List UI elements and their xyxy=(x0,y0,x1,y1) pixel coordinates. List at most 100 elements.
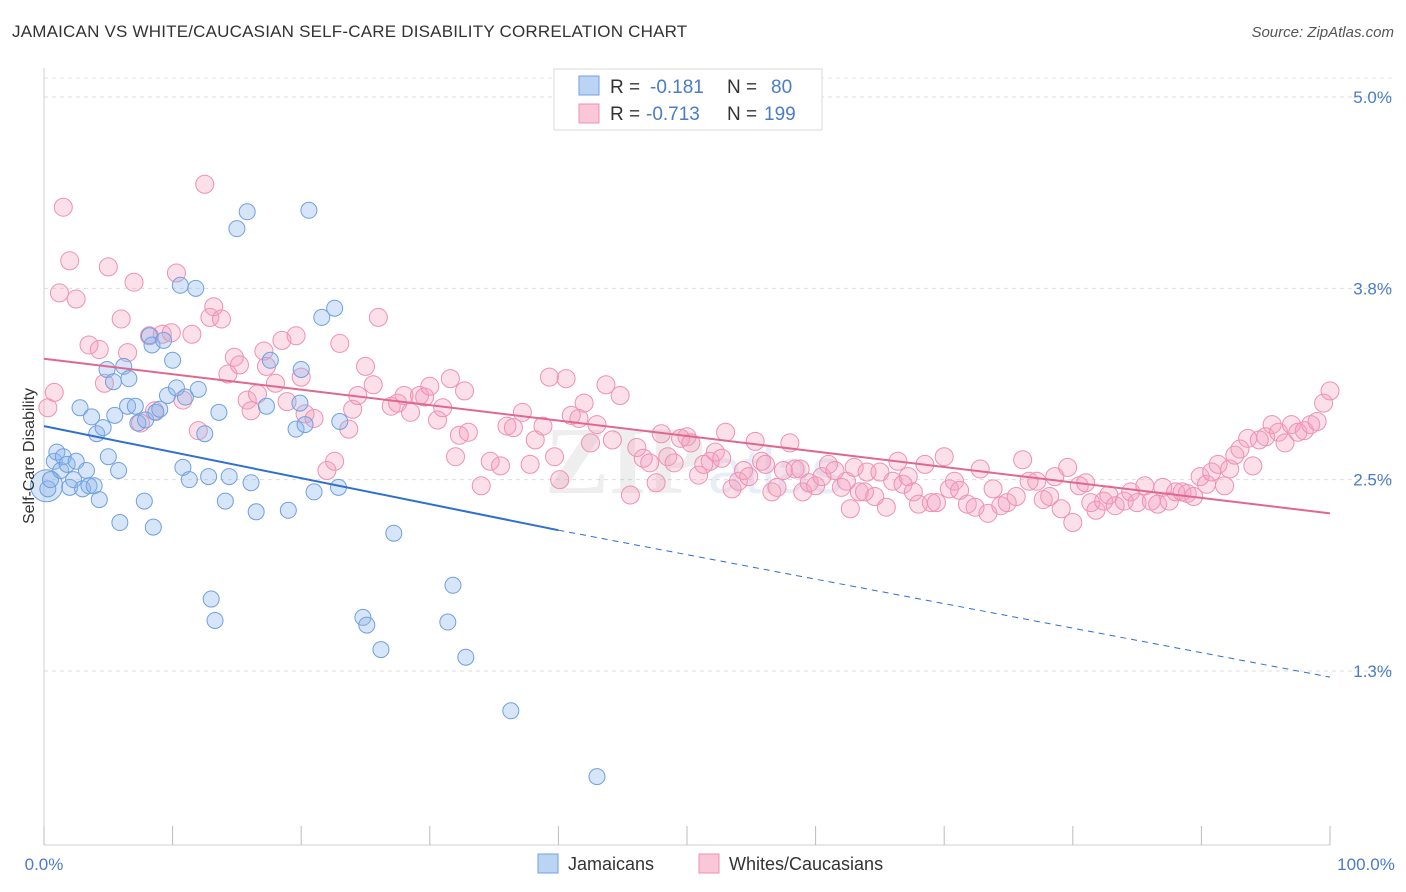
whites-point xyxy=(745,431,765,451)
legend-n-value-jamaicans: 80 xyxy=(771,77,792,98)
whites-point xyxy=(854,482,874,502)
jamaicans-point xyxy=(164,351,182,369)
whites-point xyxy=(1215,476,1235,496)
whites-point xyxy=(124,272,144,292)
whites-point xyxy=(620,485,640,505)
whites-point xyxy=(752,451,772,471)
whites-point xyxy=(722,479,742,499)
whites-point xyxy=(610,385,630,405)
whites-point xyxy=(49,283,69,303)
jamaicans-point xyxy=(202,590,220,608)
whites-point xyxy=(1314,393,1334,413)
legend-n-label-1: N = xyxy=(727,77,757,98)
whites-point xyxy=(1121,482,1141,502)
whites-point xyxy=(1094,491,1114,511)
whites-point xyxy=(272,330,292,350)
jamaicans-point xyxy=(71,399,89,417)
jamaicans-point xyxy=(385,524,403,542)
jamaicans-point xyxy=(358,616,376,634)
jamaicans-point xyxy=(180,471,198,489)
whites-point xyxy=(550,470,570,490)
jamaicans-point xyxy=(313,308,331,326)
whites-point xyxy=(646,473,666,493)
whites-point xyxy=(903,482,923,502)
y-tick-label-0: 5.0% xyxy=(1353,88,1392,107)
whites-point xyxy=(1127,493,1147,513)
whites-point xyxy=(79,335,99,355)
whites-point xyxy=(368,307,388,327)
jamaicans-point xyxy=(247,503,265,521)
jamaicans-point xyxy=(291,394,309,412)
jamaicans-point xyxy=(502,702,520,720)
jamaicans-point xyxy=(110,461,128,479)
whites-point xyxy=(1058,457,1078,477)
whites-point xyxy=(229,355,249,375)
whites-point xyxy=(640,453,660,473)
whites-point xyxy=(876,497,896,517)
whites-point xyxy=(89,340,109,360)
whites-point xyxy=(898,467,918,487)
jamaicans-point xyxy=(200,468,218,486)
jamaicans-point xyxy=(326,299,344,317)
x-max-label: 100.0% xyxy=(1337,855,1395,874)
jamaicans-point xyxy=(220,468,238,486)
whites-point xyxy=(1051,499,1071,519)
jamaicans-point xyxy=(189,380,207,398)
legend-jamaicans-swatch xyxy=(578,75,600,96)
whites-point xyxy=(1063,513,1083,533)
whites-point xyxy=(254,341,274,361)
whites-point xyxy=(277,392,297,412)
whites-point xyxy=(1230,439,1250,459)
jamaicans-point xyxy=(126,397,144,415)
chart-title: JAMAICAN VS WHITE/CAUCASIAN SELF-CARE DI… xyxy=(12,22,688,41)
jamaicans-points xyxy=(30,201,606,786)
whites-point xyxy=(480,451,500,471)
jamaicans-point xyxy=(80,477,98,495)
whites-point xyxy=(520,454,540,474)
bottom-legend-jamaicans-label: Jamaicans xyxy=(568,854,654,874)
whites-point xyxy=(831,477,851,497)
whites-point xyxy=(1190,467,1210,487)
jamaicans-point xyxy=(287,420,305,438)
whites-point xyxy=(455,381,475,401)
whites-point xyxy=(356,356,375,376)
whites-point xyxy=(970,459,990,479)
whites-point xyxy=(957,494,977,514)
jamaicans-trendline xyxy=(43,425,559,532)
x-min-label: 0.0% xyxy=(25,855,64,874)
whites-point xyxy=(1225,445,1245,465)
whites-point xyxy=(1027,471,1047,491)
jamaicans-point xyxy=(106,406,124,424)
whites-point xyxy=(111,309,131,329)
whites-point xyxy=(602,430,622,450)
jamaicans-point xyxy=(104,373,122,391)
whites-point xyxy=(921,493,941,513)
jamaicans-point xyxy=(439,613,457,631)
whites-point xyxy=(1006,487,1026,507)
jamaicans-point xyxy=(155,331,173,349)
whites-point xyxy=(211,309,231,329)
whites-trendline xyxy=(43,357,1331,515)
jamaicans-point xyxy=(331,413,349,431)
jamaicans-point xyxy=(167,379,185,397)
whites-point xyxy=(712,448,732,468)
jamaicans-point xyxy=(83,408,101,426)
whites-point xyxy=(325,451,345,471)
whites-point xyxy=(1202,462,1222,482)
jamaicans-point xyxy=(300,201,318,219)
jamaicans-point xyxy=(54,448,72,466)
grid-lines xyxy=(44,77,1392,672)
jamaicans-point xyxy=(77,461,95,479)
jamaicans-point xyxy=(176,388,194,406)
whites-point xyxy=(1262,415,1282,435)
whites-point xyxy=(883,471,903,491)
whites-point xyxy=(716,422,736,442)
whites-points xyxy=(38,174,1340,533)
jamaicans-point xyxy=(457,648,475,666)
whites-point xyxy=(844,457,864,477)
jamaicans-point xyxy=(99,448,117,466)
whites-point xyxy=(627,438,647,458)
whites-point xyxy=(237,390,257,410)
legend-r-label-2: R = xyxy=(610,104,640,125)
